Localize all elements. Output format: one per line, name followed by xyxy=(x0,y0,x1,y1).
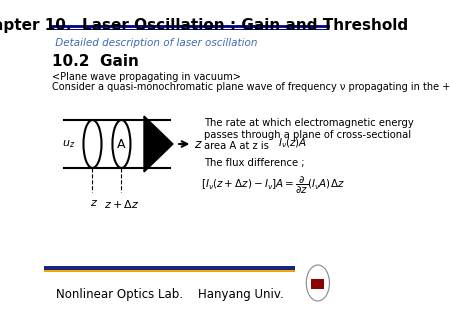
Bar xyxy=(44,266,295,272)
Text: Nonlinear Optics Lab.    Hanyang Univ.: Nonlinear Optics Lab. Hanyang Univ. xyxy=(56,288,284,301)
Text: $[I_\nu(z+\Delta z)-I_\nu]A=\dfrac{\partial}{\partial z}(I_\nu A)\Delta z$: $[I_\nu(z+\Delta z)-I_\nu]A=\dfrac{\part… xyxy=(201,175,344,196)
Text: $I_\nu(z)A$: $I_\nu(z)A$ xyxy=(278,136,307,149)
Text: $u_z$: $u_z$ xyxy=(62,138,75,150)
Text: <Plane wave propagating in vacuum>: <Plane wave propagating in vacuum> xyxy=(52,72,241,82)
Text: Chapter 10.  Laser Oscillation : Gain and Threshold: Chapter 10. Laser Oscillation : Gain and… xyxy=(0,18,408,33)
Text: The flux difference ;: The flux difference ; xyxy=(204,158,304,168)
Text: The rate at which electromagnetic energy
passes through a plane of cross-section: The rate at which electromagnetic energy… xyxy=(204,118,414,151)
Text: z: z xyxy=(194,138,201,150)
Text: 10.2  Gain: 10.2 Gain xyxy=(52,54,139,69)
Text: z: z xyxy=(90,198,95,208)
Text: Consider a quasi-monochromatic plane wave of frequency ν propagating in the +z d: Consider a quasi-monochromatic plane wav… xyxy=(52,82,450,92)
Bar xyxy=(311,279,324,289)
Polygon shape xyxy=(144,116,173,172)
Text: Detailed description of laser oscillation: Detailed description of laser oscillatio… xyxy=(52,38,257,48)
Text: $z+\Delta z$: $z+\Delta z$ xyxy=(104,198,139,210)
Bar xyxy=(44,266,295,270)
Text: A: A xyxy=(117,138,126,150)
